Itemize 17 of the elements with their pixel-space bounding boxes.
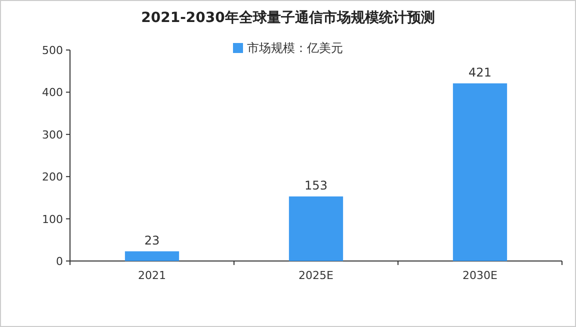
- bar: [288, 196, 344, 261]
- x-tick-label: 2030E: [462, 269, 498, 282]
- legend-label: 市场规模：亿美元: [247, 41, 343, 55]
- chart-title: 2021-2030年全球量子通信市场规模统计预测: [141, 9, 435, 26]
- bar: [124, 251, 180, 261]
- y-tick-label: 500: [42, 44, 63, 57]
- y-tick-label: 200: [42, 170, 63, 184]
- data-label: 421: [468, 65, 492, 80]
- y-tick-label: 100: [42, 212, 63, 226]
- x-tick-label: 2021: [138, 269, 166, 282]
- y-tick-label: 300: [42, 128, 63, 142]
- data-label: 153: [304, 178, 328, 192]
- x-tick-label: 2025E: [298, 269, 334, 282]
- bar: [452, 83, 508, 261]
- data-label: 23: [144, 233, 160, 248]
- y-tick-label: 400: [42, 86, 63, 100]
- y-tick-label: 0: [56, 255, 63, 268]
